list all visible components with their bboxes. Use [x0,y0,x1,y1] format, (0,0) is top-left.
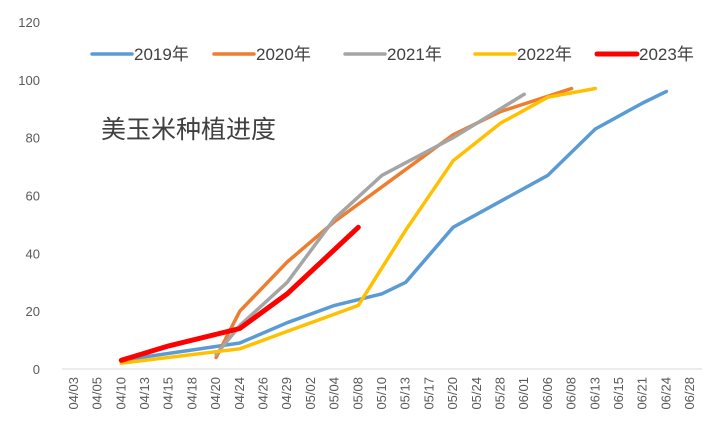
x-tick-label: 05/13 [398,377,413,410]
x-tick-label: 05/10 [374,377,389,410]
x-tick-label: 06/08 [564,377,579,410]
x-tick-label: 06/06 [540,377,555,410]
legend-label: 2020年 [256,45,311,64]
x-tick-label: 04/18 [184,377,199,410]
x-tick-label: 06/01 [516,377,531,410]
y-tick-label: 80 [26,131,40,146]
series-line-3 [119,86,598,365]
x-tick-label: 05/02 [303,377,318,410]
axes-layer: 0 20 40 60 80 100 120 04/03 04/05 04/10 04/13 04/15… [18,15,702,410]
x-tick-label: 04/05 [90,377,105,410]
x-tick-label: 05/20 [445,377,460,410]
x-tick-label: 04/10 [113,377,128,410]
x-tick-label: 04/15 [161,377,176,410]
chart-title: 美玉米种植进度 [101,115,276,144]
x-tick-label: 04/03 [66,377,81,410]
y-tick-label: 40 [26,246,40,261]
y-tick-label: 100 [18,73,40,88]
x-tick-label: 04/29 [279,377,294,410]
legend-label: 2023年 [639,45,694,64]
x-tick-label: 04/26 [255,377,270,410]
x-tick-label: 06/24 [658,377,673,410]
x-tick-label: 05/04 [327,377,342,410]
y-tick-label: 60 [26,189,40,204]
x-tick-label: 06/15 [611,377,626,410]
legend-label: 2021年 [387,45,442,64]
series-line-0 [119,89,669,363]
x-tick-label: 05/24 [469,377,484,410]
x-tick-label: 06/28 [682,377,697,410]
legend-label: 2019年 [134,45,189,64]
x-tick-label: 04/20 [208,377,223,410]
series-layer [118,86,669,365]
x-tick-label: 05/17 [421,377,436,410]
legend-label: 2022年 [517,45,572,64]
series-line-2 [214,92,526,357]
series-line-4 [118,224,361,363]
x-tick-label: 04/13 [137,377,152,410]
y-tick-label: 120 [18,15,40,30]
y-tick-label: 20 [26,304,40,319]
x-tick-label: 04/24 [232,377,247,410]
x-tick-label: 05/28 [493,377,508,410]
x-tick-label: 05/08 [350,377,365,410]
legend: 2019年 2020年 2021年 2022年 2023年 [90,45,694,64]
x-tick-label: 06/13 [587,377,602,410]
x-tick-label: 06/21 [635,377,650,410]
y-tick-label: 0 [33,362,40,377]
